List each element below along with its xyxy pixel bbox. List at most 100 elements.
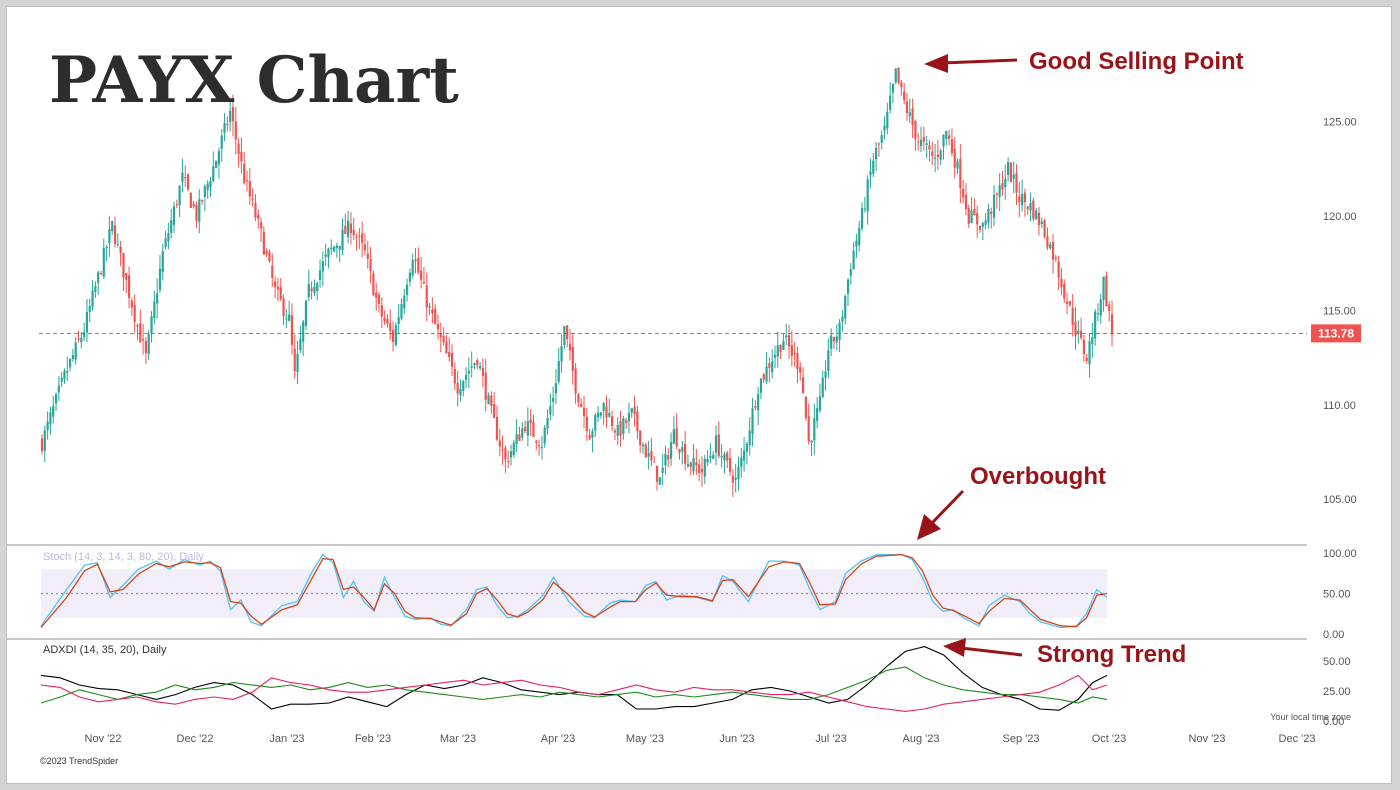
candle	[992, 185, 996, 227]
candle	[1040, 217, 1043, 229]
candle	[549, 393, 552, 421]
candle	[133, 294, 136, 333]
candle	[265, 248, 268, 258]
candle	[1082, 334, 1086, 362]
last-price-label: 113.78	[1318, 326, 1354, 340]
timezone-label: Your local time zone	[1270, 712, 1351, 722]
candle	[521, 421, 524, 441]
candle	[552, 386, 555, 416]
candle	[501, 435, 504, 465]
candle	[582, 395, 586, 429]
candle	[97, 270, 100, 296]
candle	[855, 233, 858, 258]
adx-label: ADXDI (14, 35, 20), Daily	[43, 644, 167, 656]
candle	[858, 220, 861, 252]
chart-frame: 105.00 110.00 115.00 120.00 125.00 113.78 PA…	[6, 6, 1392, 784]
candle	[248, 167, 251, 205]
candle	[111, 220, 114, 236]
candle	[832, 336, 836, 349]
time-tick-label: Oct '23	[1092, 733, 1127, 745]
candle	[650, 438, 653, 467]
candle	[1060, 267, 1063, 296]
candle	[948, 129, 951, 146]
candle	[389, 309, 392, 340]
price-tick-label: 115.00	[1323, 305, 1356, 317]
candle	[821, 370, 824, 398]
page-title: PAYX Chart	[49, 43, 459, 118]
candle	[57, 376, 60, 402]
candle	[310, 281, 313, 300]
candle	[450, 344, 454, 377]
sell-annotation: Good Selling Point	[924, 48, 1244, 75]
candle	[484, 358, 487, 412]
candle	[571, 333, 574, 385]
candle	[1026, 205, 1029, 215]
candle	[293, 334, 296, 379]
candle	[1105, 271, 1108, 307]
candle	[874, 142, 878, 172]
candle	[1091, 322, 1094, 358]
candle	[271, 253, 274, 287]
candle	[605, 395, 608, 428]
candle	[731, 469, 734, 497]
candle	[338, 245, 341, 263]
candle	[922, 126, 925, 151]
candle	[835, 324, 838, 351]
candle	[144, 337, 148, 365]
candle	[504, 445, 507, 473]
candle	[863, 196, 866, 213]
candle	[936, 140, 939, 171]
candle	[636, 405, 639, 440]
candle	[509, 444, 513, 466]
candle	[116, 233, 119, 248]
candle	[273, 276, 277, 298]
candle	[633, 395, 636, 427]
candle	[420, 256, 423, 289]
candle	[956, 158, 959, 175]
candle	[226, 116, 229, 132]
time-tick-label: May '23	[626, 733, 664, 745]
candle	[793, 342, 796, 367]
candle	[717, 421, 720, 459]
candle	[40, 434, 44, 455]
adx-tick-label: 25.00	[1323, 686, 1351, 698]
price-tick-label: 125.00	[1323, 116, 1357, 128]
candle	[1057, 255, 1060, 291]
time-tick-label: Aug '23	[903, 733, 940, 745]
candle	[71, 348, 74, 362]
candle	[408, 268, 412, 287]
candle	[54, 392, 58, 411]
candle	[212, 151, 215, 183]
overbought-arrow	[930, 489, 965, 525]
candle	[762, 372, 765, 384]
candle	[1032, 197, 1035, 222]
sell-arrow	[941, 58, 1018, 65]
candle	[622, 415, 625, 440]
candle	[962, 179, 965, 204]
candle	[456, 371, 459, 407]
candle	[566, 324, 569, 348]
candle	[849, 263, 852, 285]
candle	[122, 252, 125, 291]
adx-tick-label: 0.00	[1323, 716, 1344, 728]
candle	[1077, 320, 1080, 344]
candle	[908, 98, 911, 123]
candle	[1099, 294, 1102, 324]
candle	[259, 217, 263, 243]
candle	[186, 173, 190, 192]
candle	[288, 300, 291, 322]
candle	[487, 392, 490, 405]
candle	[1046, 227, 1049, 251]
candle	[543, 424, 546, 448]
candle	[1029, 192, 1032, 222]
candle	[254, 194, 257, 222]
candle	[689, 461, 692, 476]
adx-line-di_minus	[40, 674, 1108, 712]
candle	[523, 420, 527, 433]
time-tick-label: Nov '22	[85, 733, 122, 745]
candle	[1001, 170, 1004, 196]
candle	[332, 245, 336, 253]
candle	[349, 212, 353, 245]
candle	[507, 450, 510, 469]
candle	[1037, 207, 1041, 236]
